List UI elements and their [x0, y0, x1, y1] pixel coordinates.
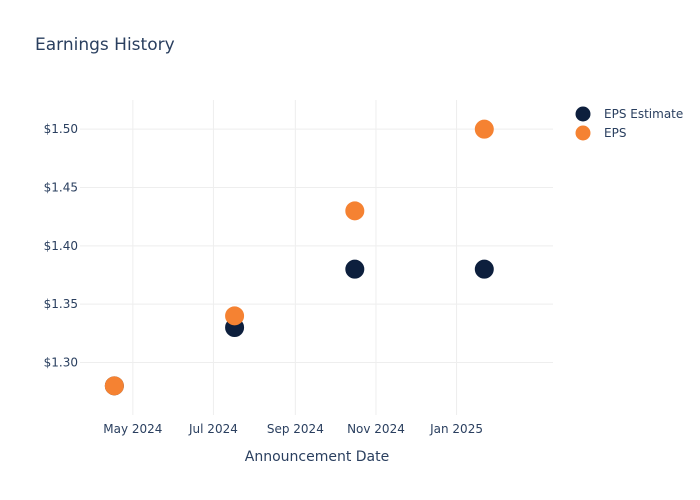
x-tick-label: May 2024	[103, 422, 162, 436]
eps-legend-label: EPS	[604, 126, 626, 140]
eps-legend-marker	[575, 125, 591, 141]
x-axis-title: Announcement Date	[245, 449, 389, 465]
x-tick-label: Jan 2025	[429, 422, 483, 436]
eps-point	[474, 119, 494, 139]
y-tick-label: $1.35	[44, 297, 78, 311]
eps-point	[104, 376, 124, 396]
data-points	[104, 119, 494, 396]
eps-estimate-legend-marker	[575, 106, 591, 122]
y-axis-ticks: $1.30 $1.35 $1.40 $1.45 $1.50	[44, 122, 78, 369]
y-tick-label: $1.40	[44, 239, 78, 253]
legend: EPS Estimate EPS	[575, 106, 683, 141]
x-tick-label: Sep 2024	[267, 422, 324, 436]
eps-estimate-point	[345, 259, 365, 279]
grid	[80, 100, 553, 415]
chart-title: Earnings History	[35, 35, 175, 55]
y-tick-label: $1.50	[44, 122, 78, 136]
eps-point	[225, 306, 245, 326]
eps-estimate-point	[474, 259, 494, 279]
eps-point	[345, 201, 365, 221]
eps-estimate-legend-label: EPS Estimate	[604, 107, 683, 121]
x-axis-ticks: May 2024 Jul 2024 Sep 2024 Nov 2024 Jan 2025	[103, 422, 483, 436]
y-tick-label: $1.45	[44, 181, 78, 195]
y-tick-label: $1.30	[44, 356, 78, 370]
x-tick-label: Nov 2024	[347, 422, 405, 436]
x-tick-label: Jul 2024	[188, 422, 238, 436]
